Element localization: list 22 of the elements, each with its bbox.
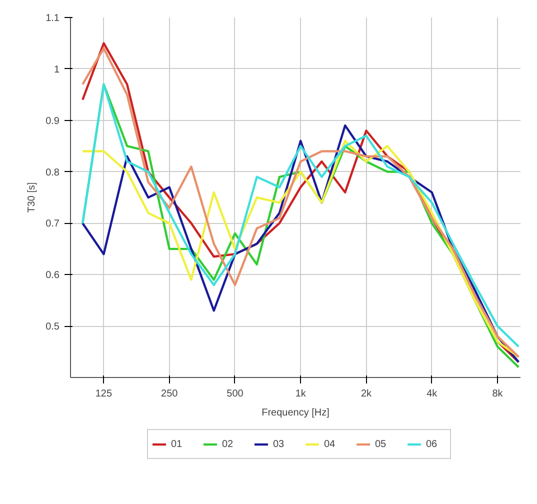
- legend-label: 06: [426, 438, 438, 450]
- y-tick-label: 0.8: [46, 167, 60, 178]
- x-tick-label: 1k: [295, 388, 307, 400]
- x-axis-title: Frequency [Hz]: [262, 408, 330, 418]
- y-tick-label: 0.7: [46, 218, 60, 230]
- legend-label: 01: [171, 438, 184, 450]
- y-tick-label: 1: [54, 64, 60, 76]
- x-tick-label: 250: [161, 388, 178, 400]
- y-tick-label: 0.9: [46, 116, 60, 127]
- y-tick-label: 0.6: [46, 270, 60, 282]
- legend-label: 04: [324, 438, 336, 450]
- x-tick-label: 2k: [360, 388, 373, 400]
- x-tick-label: 500: [226, 388, 244, 400]
- y-axis-title: T30 [s]: [26, 182, 38, 213]
- y-tick-label: 1.1: [46, 13, 60, 24]
- legend-label: 02: [222, 438, 234, 450]
- x-tick-label: 125: [95, 388, 113, 400]
- x-tick-label: 8k: [492, 388, 504, 400]
- legend-label: 03: [273, 438, 286, 450]
- x-tick-label: 4k: [426, 388, 438, 400]
- y-tick-label: 0.5: [46, 322, 60, 333]
- legend-label: 05: [375, 438, 388, 450]
